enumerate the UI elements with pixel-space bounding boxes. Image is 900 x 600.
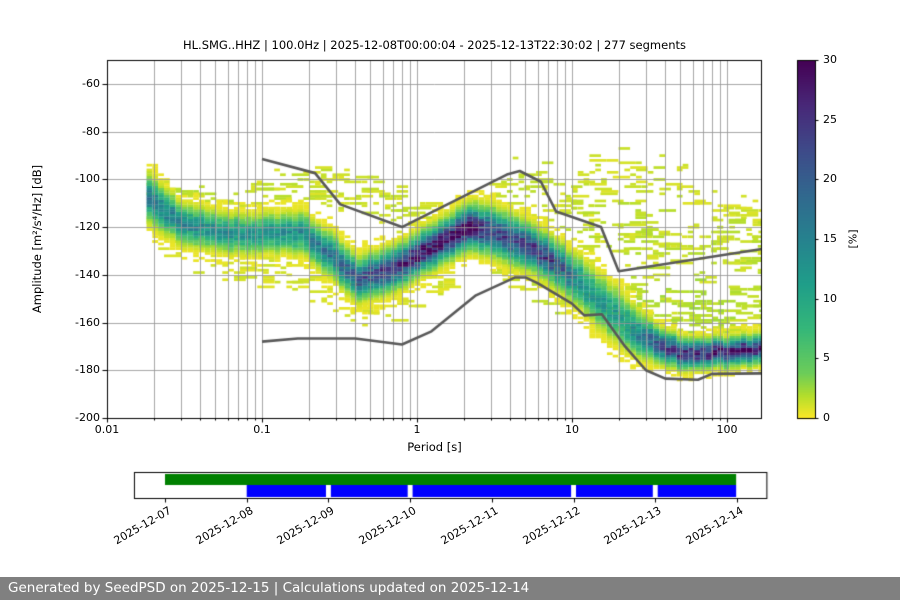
- x-tick-label: 0.01: [94, 423, 120, 436]
- colorbar-tick-label: 30: [823, 53, 837, 66]
- footer-bar: Generated by SeedPSD on 2025-12-15 | Cal…: [0, 577, 900, 600]
- y-tick-label: -160: [75, 315, 100, 329]
- y-axis-label: Amplitude [m²/s⁴/Hz] [dB]: [30, 164, 44, 314]
- y-tick-label: -180: [75, 363, 100, 377]
- footer-text: Generated by SeedPSD on 2025-12-15 | Cal…: [8, 580, 530, 596]
- x-tick-label: 1: [413, 423, 421, 436]
- y-tick-label: -60: [82, 76, 100, 90]
- x-tick-label: 100: [716, 423, 738, 436]
- colorbar-tick-label: 5: [823, 351, 830, 365]
- y-tick-label: -200: [75, 411, 100, 424]
- y-tick-label: -80: [82, 124, 100, 138]
- colorbar-tick-label: 15: [823, 232, 837, 245]
- y-tick-label: -140: [75, 267, 100, 281]
- x-tick-label: 10: [565, 423, 579, 436]
- y-tick-label: -120: [75, 220, 100, 234]
- colorbar-label: [%]: [846, 229, 860, 249]
- colorbar-tick-label: 10: [823, 291, 837, 305]
- colorbar-tick-label: 25: [823, 112, 837, 126]
- plot-title: HL.SMG..HHZ | 100.0Hz | 2025-12-08T00:00…: [182, 38, 686, 52]
- x-tick-label: 0.1: [253, 423, 271, 436]
- colorbar-tick-label: 20: [823, 172, 837, 186]
- y-tick-label: -100: [75, 172, 100, 186]
- colorbar-tick-label: 0: [823, 411, 830, 424]
- x-axis-label: Period [s]: [407, 440, 462, 454]
